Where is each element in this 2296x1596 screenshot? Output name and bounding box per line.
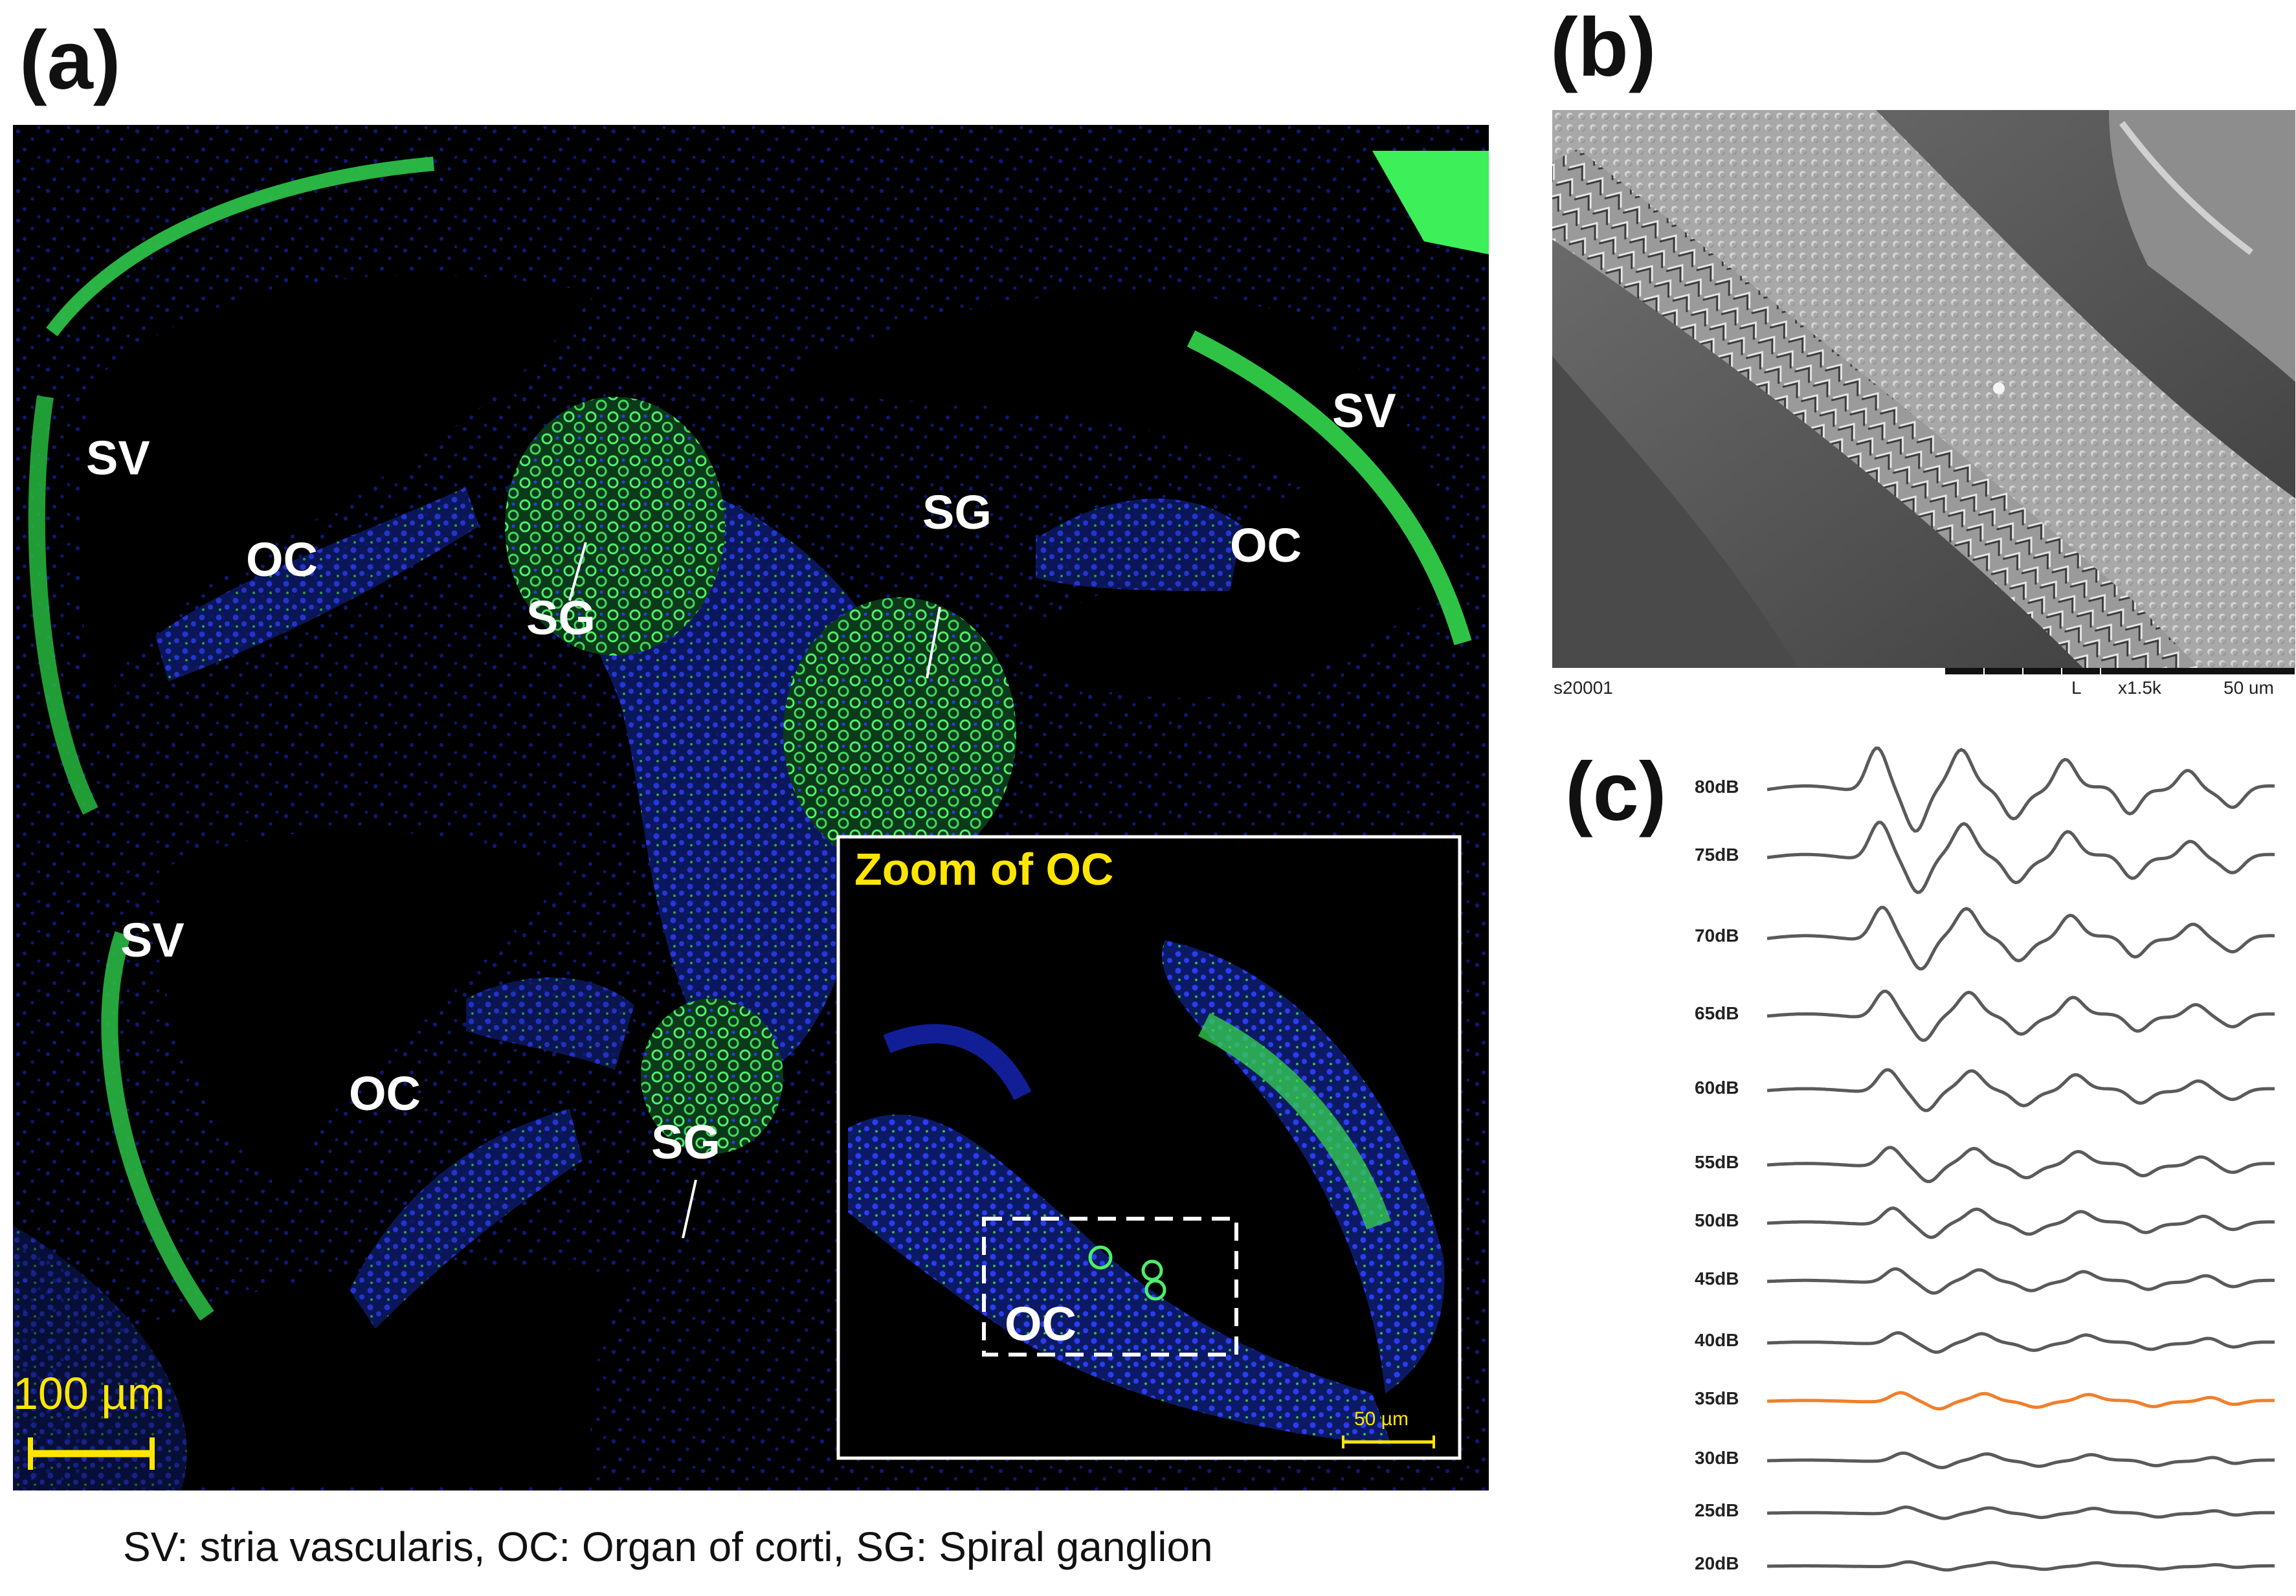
figure-caption: SV: stria vascularis, OC: Organ of corti… [123, 1524, 1213, 1570]
sem-image [1552, 110, 2295, 668]
label-oc: OC [349, 1067, 421, 1120]
zoom-title: Zoom of OC [854, 844, 1114, 894]
abr-trace [1767, 990, 2275, 1042]
sem-magnification: x1.5k [2118, 678, 2161, 698]
abr-trace-threshold [1767, 1391, 2275, 1411]
abr-traces-svg [1767, 746, 2275, 1572]
abr-trace [1767, 1451, 2275, 1469]
abr-traces-panel: 80dB 75dB 70dB 65dB 60dB 55dB 50dB 45dB 40dB 35dB… [1683, 725, 2296, 1596]
abr-level-label: 40dB [1695, 1330, 1739, 1350]
label-oc: OC [246, 533, 318, 586]
abr-level-label: 20dB [1695, 1553, 1739, 1573]
pointer-line [926, 606, 941, 679]
abr-trace [1767, 1267, 2275, 1295]
abr-trace [1767, 1331, 2275, 1354]
sem-detector: L [2071, 678, 2082, 698]
abr-trace [1767, 1206, 2275, 1239]
main-scalebar [28, 1437, 155, 1470]
pointer-line [568, 542, 587, 601]
sem-picture [1552, 110, 2295, 668]
sem-sample-id: s20001 [1554, 678, 1613, 698]
zoom-region-box [982, 1217, 1238, 1357]
abr-level-label: 70dB [1695, 925, 1739, 946]
zoom-inset [836, 835, 1462, 1460]
abr-level-label: 45dB [1695, 1269, 1739, 1289]
abr-level-label: 75dB [1695, 845, 1739, 865]
abr-level-label: 60dB [1695, 1078, 1739, 1098]
abr-trace [1767, 1560, 2275, 1572]
label-sg: SG [922, 485, 992, 539]
label-oc: OC [1230, 518, 1302, 572]
label-sv: SV [86, 431, 150, 485]
abr-trace [1767, 905, 2275, 971]
micrograph-image [13, 125, 1489, 1491]
pointer-line [682, 1179, 697, 1239]
abr-level-label: 65dB [1695, 1003, 1739, 1023]
panel-b-label: (b) [1550, 1, 1656, 94]
fluorescence-micrograph: SV SV SV OC OC OC OC SG SG SG Zoom of OC… [13, 125, 1489, 1491]
sem-scale-ruler [1945, 668, 2295, 674]
panel-a-label: (a) [19, 14, 121, 107]
panel-c-label: (c) [1565, 746, 1667, 838]
sem-scale: 50 um [2224, 678, 2274, 698]
abr-level-label: 35dB [1695, 1388, 1739, 1408]
abr-trace [1767, 1505, 2275, 1520]
abr-trace [1767, 1068, 2275, 1113]
label-oc: OC [1005, 1297, 1076, 1351]
label-sg: SG [651, 1115, 720, 1169]
scalebar-inset-label: 50 µm [1354, 1408, 1409, 1430]
abr-trace [1767, 1146, 2275, 1184]
label-sg: SG [526, 591, 596, 645]
label-sv: SV [120, 913, 184, 967]
abr-trace [1767, 821, 2275, 894]
abr-trace [1767, 746, 2275, 833]
scalebar-main-label: 100 µm [13, 1368, 165, 1419]
abr-level-label: 30dB [1695, 1448, 1739, 1468]
label-sv: SV [1332, 384, 1396, 438]
abr-level-label: 50dB [1695, 1210, 1739, 1230]
abr-level-label: 55dB [1695, 1152, 1739, 1172]
abr-level-label: 80dB [1695, 777, 1739, 797]
abr-level-label: 25dB [1695, 1500, 1739, 1520]
